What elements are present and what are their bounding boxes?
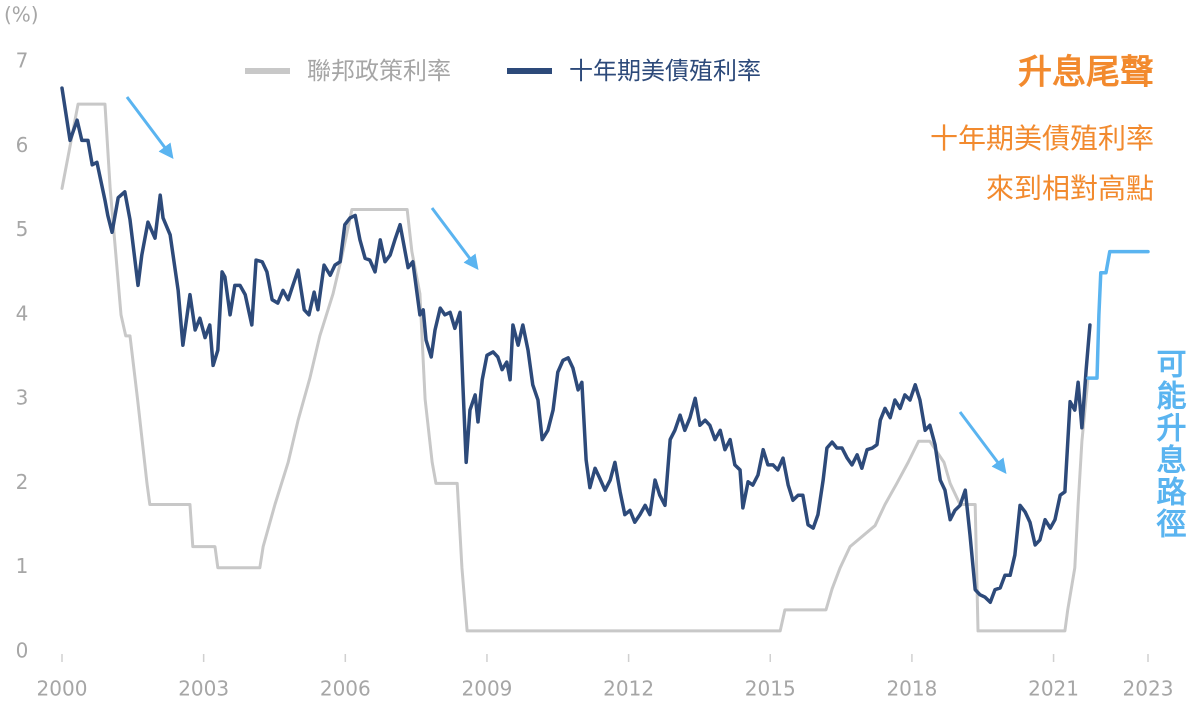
x-tick-label: 2006 — [320, 677, 371, 701]
annotation-line: 來到相對高點 — [986, 172, 1154, 205]
y-tick-label: 3 — [16, 386, 29, 410]
x-tick-label: 2018 — [886, 677, 937, 701]
x-tick-label: 2023 — [1123, 677, 1174, 701]
y-tick-label: 4 — [16, 301, 29, 325]
series-line — [1086, 249, 1150, 380]
x-tick-label: 2003 — [178, 677, 229, 701]
y-tick-label: 0 — [16, 639, 29, 663]
y-tick-label: 6 — [16, 133, 29, 157]
legend-label: 聯邦政策利率 — [307, 57, 451, 85]
arrow — [958, 411, 1007, 474]
x-tick-label: 2012 — [603, 677, 654, 701]
series-line — [60, 102, 1090, 633]
x-tick-label: 2021 — [1028, 677, 1079, 701]
decor-arrows — [125, 96, 1007, 474]
y-tick-label: 2 — [16, 470, 29, 494]
arrow — [430, 207, 479, 270]
unit-label: (%) — [4, 3, 39, 27]
x-tick-label: 2000 — [37, 677, 88, 701]
annotation-title: 升息尾聲 — [1018, 53, 1154, 93]
annotation-line: 十年期美債殖利率 — [930, 122, 1154, 155]
arrow — [125, 96, 174, 159]
x-tick-label: 2015 — [745, 677, 796, 701]
legend-label: 十年期美債殖利率 — [569, 57, 761, 85]
y-tick-label: 5 — [16, 217, 29, 241]
y-tick-label: 1 — [16, 554, 29, 578]
series-line — [60, 86, 1092, 605]
series-direct-label: 可能升息路徑 — [1151, 348, 1188, 540]
x-tick-label: 2009 — [462, 677, 513, 701]
y-tick-label: 7 — [16, 49, 29, 73]
